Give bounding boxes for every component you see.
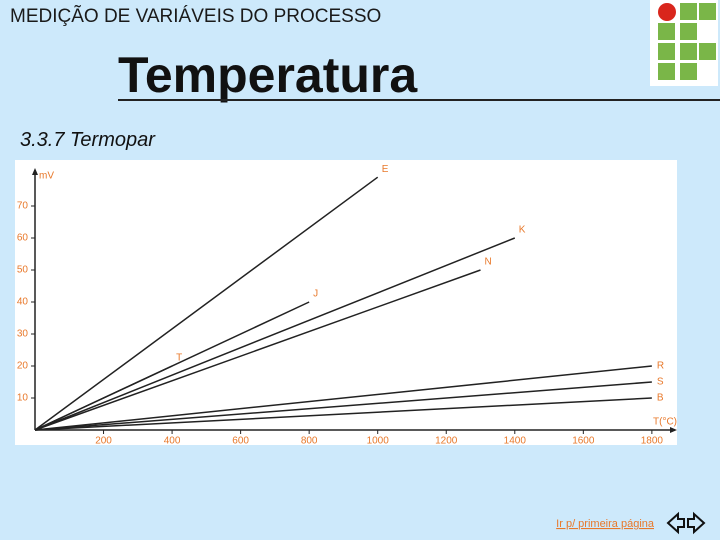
logo	[650, 0, 718, 86]
y-tick-label: 40	[17, 297, 29, 308]
nav-back[interactable]	[666, 511, 685, 535]
y-tick-label: 50	[17, 265, 29, 276]
y-tick-label: 10	[17, 393, 29, 404]
x-axis-label: T(°C)	[653, 417, 677, 428]
x-axis-arrow	[670, 427, 677, 433]
series-line	[34, 269, 481, 431]
x-tick-label: 1000	[367, 436, 390, 447]
x-tick-label: 1600	[572, 436, 595, 447]
x-tick-label: 1400	[504, 436, 527, 447]
series-label: N	[485, 257, 492, 268]
series-label: J	[313, 289, 318, 300]
y-tick-label: 70	[17, 201, 29, 212]
series-line	[34, 237, 516, 431]
series-line	[34, 381, 652, 431]
subtitle: MEDIÇÃO DE VARIÁVEIS DO PROCESSO	[10, 5, 381, 27]
y-axis-arrow	[32, 168, 38, 175]
x-tick-label: 1800	[641, 436, 664, 447]
series-line	[34, 365, 652, 431]
series-label: B	[657, 393, 664, 404]
x-tick-label: 400	[164, 436, 181, 447]
series-label: S	[657, 377, 664, 388]
series-label: R	[657, 361, 664, 372]
x-tick-label: 200	[95, 436, 112, 447]
series-label: E	[382, 164, 389, 175]
chart: mV T(°C) 10 20 30 40 50 60 70 200 400 600 800 1000 120…	[17, 164, 677, 447]
series-line	[34, 397, 652, 431]
nav-forward[interactable]	[687, 511, 706, 535]
y-axis-label: mV	[39, 171, 54, 182]
series-line	[34, 176, 379, 431]
first-page-link[interactable]: Ir p/ primeira página	[556, 518, 655, 530]
series-label: K	[519, 225, 526, 236]
series-line	[34, 365, 173, 431]
x-tick-label: 1200	[435, 436, 458, 447]
series-label: T	[176, 353, 182, 364]
x-tick-label: 600	[232, 436, 249, 447]
y-tick-label: 30	[17, 329, 29, 340]
title: Temperatura	[118, 47, 418, 103]
x-tick-label: 800	[301, 436, 318, 447]
y-tick-label: 20	[17, 361, 29, 372]
section-heading: 3.3.7 Termopar	[20, 129, 156, 151]
y-tick-label: 60	[17, 233, 29, 244]
